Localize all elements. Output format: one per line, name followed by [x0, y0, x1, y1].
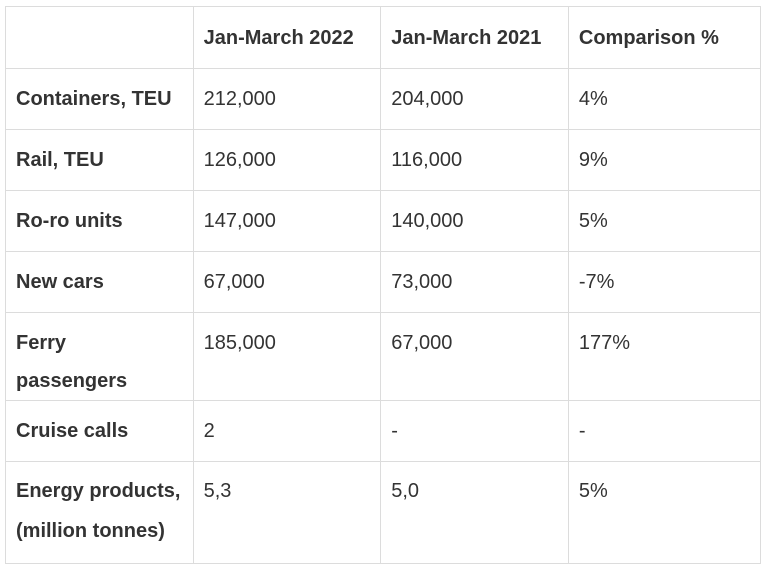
row-label: Ferry passengers [5, 312, 194, 401]
table-row: Energy products, (million tonnes) 5,3 5,… [5, 461, 762, 564]
table-row: Cruise calls 2 - - [5, 400, 762, 462]
cell-comparison: -7% [567, 251, 762, 313]
cell-2021: 73,000 [380, 251, 569, 313]
row-label: Rail, TEU [5, 129, 194, 191]
row-label: Containers, TEU [5, 68, 194, 130]
cell-2021: 140,000 [380, 190, 569, 252]
cell-2021: 116,000 [380, 129, 569, 191]
cell-comparison: 177% [567, 312, 762, 401]
header-empty-cell [5, 6, 194, 69]
table-row: Ro-ro units 147,000 140,000 5% [5, 190, 762, 252]
cell-comparison: 5% [567, 190, 762, 252]
row-label-line: Energy products, [16, 480, 181, 502]
table-row: New cars 67,000 73,000 -7% [5, 251, 762, 313]
cell-2022: 126,000 [192, 129, 382, 191]
row-label: Ro-ro units [5, 190, 194, 252]
row-label-line: (million tonnes) [16, 520, 165, 542]
header-jan-march-2022: Jan-March 2022 [192, 6, 382, 69]
cell-comparison: - [567, 400, 762, 462]
cell-2022: 5,3 [192, 461, 382, 564]
cell-comparison: 5% [567, 461, 762, 564]
cell-2022: 185,000 [192, 312, 382, 401]
cell-comparison: 9% [567, 129, 762, 191]
table-row: Ferry passengers 185,000 67,000 177% [5, 312, 762, 401]
cell-2021: - [380, 400, 569, 462]
cell-2022: 2 [192, 400, 382, 462]
row-label: Cruise calls [5, 400, 194, 462]
cell-2021: 67,000 [380, 312, 569, 401]
cell-2021: 204,000 [380, 68, 569, 130]
table-row: Rail, TEU 126,000 116,000 9% [5, 129, 762, 191]
header-jan-march-2021: Jan-March 2021 [380, 6, 569, 69]
row-label: New cars [5, 251, 194, 313]
table-row: Containers, TEU 212,000 204,000 4% [5, 68, 762, 130]
row-label: Energy products, (million tonnes) [5, 461, 194, 564]
cell-2022: 212,000 [192, 68, 382, 130]
cell-2022: 147,000 [192, 190, 382, 252]
table-header-row: Jan-March 2022 Jan-March 2021 Comparison… [5, 6, 762, 69]
cell-2021: 5,0 [380, 461, 569, 564]
statistics-table: Jan-March 2022 Jan-March 2021 Comparison… [5, 6, 762, 564]
cell-comparison: 4% [567, 68, 762, 130]
header-comparison: Comparison % [567, 6, 762, 69]
cell-2022: 67,000 [192, 251, 382, 313]
